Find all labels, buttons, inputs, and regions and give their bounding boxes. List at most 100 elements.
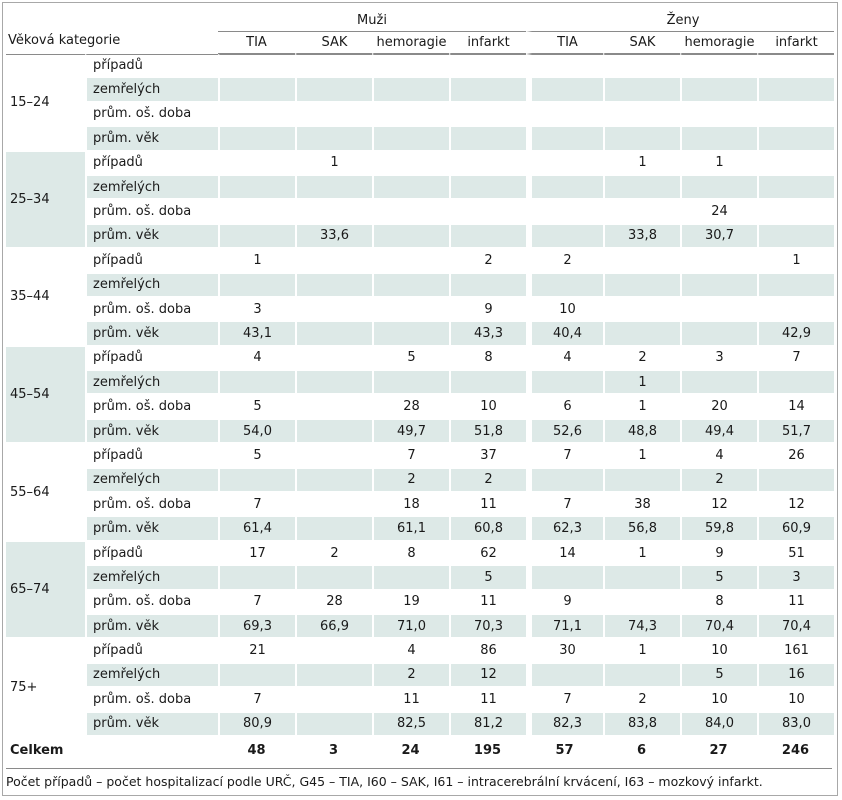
cell-value xyxy=(680,78,757,103)
cell-value: 70,4 xyxy=(757,614,834,640)
table-row: zemřelých xyxy=(6,175,834,201)
column-header: TIA xyxy=(218,32,295,54)
cell-value xyxy=(757,200,834,225)
cell-value xyxy=(295,175,372,201)
cell-value xyxy=(295,712,372,737)
cell-value: 4 xyxy=(218,346,295,372)
cell-value: 62 xyxy=(449,541,526,567)
cell-value: 9 xyxy=(526,590,603,615)
cell-value: 49,7 xyxy=(372,419,449,445)
cell-value: 2 xyxy=(680,468,757,494)
cell-value xyxy=(680,54,757,79)
age-category: 15–24 xyxy=(6,54,85,152)
table-row: prům. věk 69,3 66,9 71,0 70,3 71,1 74,3 70,4 70,… xyxy=(6,614,834,640)
row-label: zemřelých xyxy=(85,566,218,591)
cell-value xyxy=(449,371,526,396)
cell-value: 48,8 xyxy=(603,419,680,445)
cell-value: 1 xyxy=(218,249,295,274)
cell-value xyxy=(218,371,295,396)
cell-value xyxy=(218,102,295,128)
cell-value xyxy=(526,102,603,128)
cell-value xyxy=(526,273,603,298)
cell-value: 2 xyxy=(372,468,449,494)
cell-value: 49,4 xyxy=(680,419,757,445)
cell-value: 26 xyxy=(757,444,834,469)
cell-value xyxy=(526,566,603,591)
cell-value: 19 xyxy=(372,590,449,615)
table-row: zemřelých xyxy=(6,273,834,298)
total-label: Celkem xyxy=(10,743,64,759)
cell-value: 66,9 xyxy=(295,614,372,640)
cell-value: 1 xyxy=(603,444,680,469)
cell-value xyxy=(526,468,603,494)
cell-value: 2 xyxy=(526,249,603,274)
cell-value xyxy=(449,54,526,79)
cell-value xyxy=(372,273,449,298)
table-row: 25–34 případů 1 1 1 xyxy=(6,151,834,250)
cell-value xyxy=(603,273,680,298)
age-category: 25–34 xyxy=(6,151,85,250)
total-value: 27 xyxy=(709,743,728,759)
row-label: zemřelých xyxy=(85,468,218,494)
cell-value xyxy=(680,297,757,323)
cell-value: 5 xyxy=(372,346,449,372)
row-label: prům. věk xyxy=(85,419,218,445)
cell-value xyxy=(603,566,680,591)
cell-value: 60,8 xyxy=(449,517,526,542)
cell-value xyxy=(603,322,680,347)
cell-value xyxy=(757,102,834,128)
cell-value: 4 xyxy=(526,346,603,372)
table-row: zemřelých 2 12 5 16 xyxy=(6,663,834,689)
cell-value: 1 xyxy=(603,541,680,567)
cell-value: 28 xyxy=(295,590,372,615)
cell-value: 7 xyxy=(526,444,603,469)
cell-value xyxy=(680,175,757,201)
age-group: 65–74 případů 17 2 8 62 14 1 9 51 zemřelých 5 5 3 prům… xyxy=(6,541,834,640)
cell-value xyxy=(218,224,295,250)
cell-value xyxy=(218,663,295,689)
cell-value xyxy=(526,224,603,250)
row-label: prům. věk xyxy=(85,712,218,737)
total-value: 3 xyxy=(328,743,339,759)
cell-value xyxy=(603,175,680,201)
table-row: 45–54 případů 4 5 8 4 2 3 7 xyxy=(6,346,834,445)
group-header-men: Muži xyxy=(218,8,526,32)
cell-value: 1 xyxy=(680,151,757,176)
row-label: případů xyxy=(85,346,218,372)
cell-value: 42,9 xyxy=(757,322,834,347)
cell-value xyxy=(218,200,295,225)
age-group: 55–64 případů 5 7 37 7 1 4 26 zemřelých 2 2 2 prům. o… xyxy=(6,444,834,542)
cell-value: 12 xyxy=(680,493,757,518)
cell-value: 81,2 xyxy=(449,712,526,737)
cell-value xyxy=(218,273,295,298)
column-header: SAK xyxy=(603,32,680,54)
cell-value xyxy=(218,175,295,201)
cell-value: 2 xyxy=(295,541,372,567)
cell-value xyxy=(372,127,449,152)
cell-value: 1 xyxy=(603,395,680,420)
cell-value xyxy=(218,127,295,152)
cell-value xyxy=(295,468,372,494)
stroke-statistics-table: Věková kategorie Muži Ženy TIA SAK hemor… xyxy=(6,8,834,765)
table-row: 15–24 případů xyxy=(6,54,834,152)
cell-value: 21 xyxy=(218,639,295,664)
table-row: zemřelých xyxy=(6,78,834,103)
cell-value xyxy=(372,151,449,176)
cell-value xyxy=(603,249,680,274)
cell-value xyxy=(449,151,526,176)
cell-value xyxy=(603,590,680,615)
cell-value: 7 xyxy=(526,493,603,518)
cell-value xyxy=(372,102,449,128)
cell-value: 10 xyxy=(526,297,603,323)
age-category: 55–64 xyxy=(6,444,85,542)
cell-value: 2 xyxy=(449,249,526,274)
table-row: zemřelých 2 2 2 xyxy=(6,468,834,494)
cell-value: 5 xyxy=(218,444,295,469)
cell-value xyxy=(218,151,295,176)
cell-value: 83,8 xyxy=(603,712,680,737)
cell-value xyxy=(295,273,372,298)
cell-value: 3 xyxy=(680,346,757,372)
cell-value xyxy=(603,102,680,128)
column-header: hemoragie xyxy=(372,32,449,54)
cell-value: 7 xyxy=(218,688,295,713)
